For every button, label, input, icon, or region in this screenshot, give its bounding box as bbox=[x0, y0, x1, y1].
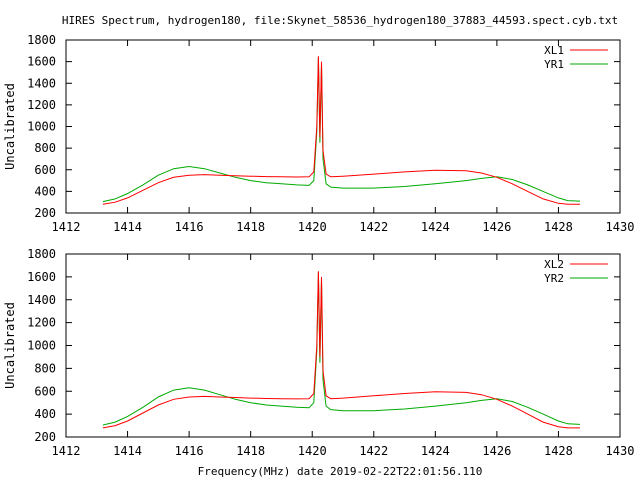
x-tick-label: 1412 bbox=[52, 220, 81, 234]
series-line-xl2 bbox=[102, 271, 580, 429]
chart-title: HIRES Spectrum, hydrogen180, file:Skynet… bbox=[62, 14, 618, 27]
top-plot-panel: 1412 1414 1416 1418 1420 1422 1424 1426 1428 1430… bbox=[3, 33, 634, 234]
bottom-plot-panel: 1412 1414 1416 1418 1420 1422 1424 1426 1428 1430… bbox=[3, 247, 634, 458]
series-line-xl1 bbox=[102, 56, 580, 205]
x-tick-label: 1418 bbox=[236, 220, 265, 234]
y-tick-label: 1600 bbox=[27, 55, 56, 69]
legend-label-yr2: YR2 bbox=[544, 272, 564, 285]
y-tick-label: 1400 bbox=[27, 76, 56, 90]
y-tick-label: 1800 bbox=[27, 247, 56, 261]
x-tick-label: 1416 bbox=[175, 444, 204, 458]
y-tick-label: 600 bbox=[34, 384, 56, 398]
x-tick-label: 1428 bbox=[544, 444, 573, 458]
legend-label-xl2: XL2 bbox=[544, 258, 564, 271]
x-tick-label: 1420 bbox=[298, 220, 327, 234]
y-tick-label: 200 bbox=[34, 206, 56, 220]
x-tick-label: 1416 bbox=[175, 220, 204, 234]
y-tick-label: 600 bbox=[34, 163, 56, 177]
x-tick-label: 1414 bbox=[113, 220, 142, 234]
x-tick-label: 1430 bbox=[606, 444, 635, 458]
x-tick-label: 1430 bbox=[606, 220, 635, 234]
y-tick-label: 400 bbox=[34, 407, 56, 421]
y-tick-label: 400 bbox=[34, 184, 56, 198]
y-tick-label: 200 bbox=[34, 430, 56, 444]
x-tick-label: 1420 bbox=[298, 444, 327, 458]
y-tick-label: 1400 bbox=[27, 293, 56, 307]
y-tick-label: 1600 bbox=[27, 270, 56, 284]
y-tick-label: 800 bbox=[34, 361, 56, 375]
y-axis-label: Uncalibrated bbox=[3, 302, 17, 389]
x-tick-label: 1424 bbox=[421, 220, 450, 234]
x-tick-label: 1426 bbox=[482, 220, 511, 234]
y-tick-label: 1000 bbox=[27, 120, 56, 134]
x-axis-label: Frequency(MHz) date 2019-02-22T22:01:56.… bbox=[198, 465, 483, 478]
legend-label-xl1: XL1 bbox=[544, 44, 564, 57]
y-tick-label: 1200 bbox=[27, 98, 56, 112]
y-tick-label: 800 bbox=[34, 141, 56, 155]
x-tick-label: 1422 bbox=[359, 444, 388, 458]
x-tick-label: 1426 bbox=[482, 444, 511, 458]
y-tick-label: 1200 bbox=[27, 316, 56, 330]
y-tick-label: 1800 bbox=[27, 33, 56, 47]
x-tick-label: 1414 bbox=[113, 444, 142, 458]
y-tick-label: 1000 bbox=[27, 339, 56, 353]
legend-label-yr1: YR1 bbox=[544, 58, 564, 71]
x-tick-label: 1422 bbox=[359, 220, 388, 234]
x-tick-label: 1412 bbox=[52, 444, 81, 458]
x-tick-label: 1418 bbox=[236, 444, 265, 458]
x-tick-label: 1424 bbox=[421, 444, 450, 458]
x-tick-label: 1428 bbox=[544, 220, 573, 234]
y-axis-label: Uncalibrated bbox=[3, 83, 17, 170]
